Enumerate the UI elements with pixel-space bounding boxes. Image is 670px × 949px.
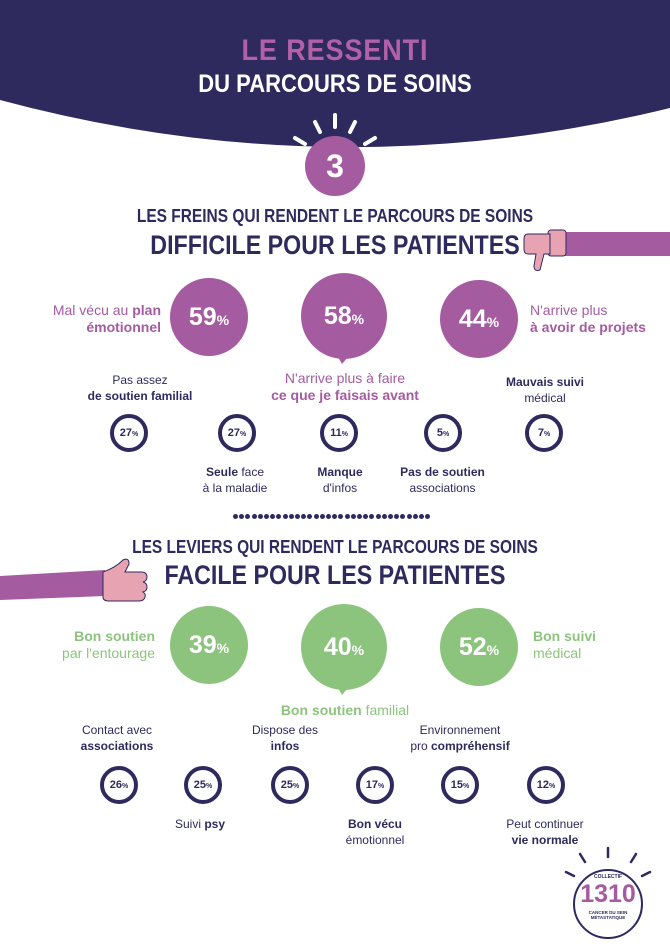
frein-circle-59: 59% <box>170 278 248 356</box>
levier-ring-12: 12% <box>527 766 565 804</box>
divider-dot <box>363 514 369 519</box>
frein-label-faire: N'arrive plus à faire ce que je faisais a… <box>271 370 419 403</box>
divider-dot <box>319 514 325 519</box>
levier-minor-label-emotionnel: Bon vécu émotionnel <box>345 817 405 847</box>
divider-dot <box>251 514 257 519</box>
divider-dot <box>419 514 424 519</box>
divider-dot <box>257 514 263 519</box>
divider-dot <box>264 514 269 519</box>
divider-dot <box>388 514 393 519</box>
divider-dot <box>406 514 412 519</box>
page-title-line2: DU PARCOURS DE SOINS <box>198 70 472 98</box>
frein-minor-label-seule: Seule face à la maladie <box>202 465 268 495</box>
frein-label-projets: N'arrive plus à avoir de projets <box>530 302 646 335</box>
speech-bubble-40 <box>301 604 387 695</box>
frein-circle-44: 44% <box>440 280 518 358</box>
freins-heading-big: DIFFICILE POUR LES PATIENTES <box>150 230 520 260</box>
frein-ring-7: 7% <box>525 414 563 452</box>
frein-minor-label-infos: Manque d'infos <box>317 465 363 495</box>
frein-minor-label-famille: Pas assez de soutien familial <box>87 373 193 403</box>
collectif-1310-logo <box>564 846 652 939</box>
divider-dot <box>270 514 276 519</box>
levier-minor-label-pro: Environnement pro compréhensif <box>410 723 510 753</box>
divider-dot <box>233 514 238 519</box>
divider-dot <box>381 514 387 519</box>
divider-dot <box>344 514 350 519</box>
levier-circle-40: 40% <box>323 633 365 661</box>
levier-ring-17: 17% <box>356 766 394 804</box>
levier-minor-label-psy: Suivi psy <box>174 817 226 831</box>
levier-minor-label-associations: Contact avec associations <box>80 723 154 753</box>
logo-number: 1310 <box>580 880 636 908</box>
divider-dot <box>326 514 331 519</box>
levier-ring-25a: 25% <box>184 766 222 804</box>
leviers-heading-big: FACILE POUR LES PATIENTES <box>164 560 506 590</box>
divider-dot <box>276 514 282 519</box>
frein-ring-27a: 27% <box>110 414 148 452</box>
divider-dot <box>394 514 400 519</box>
levier-ring-25b: 25% <box>271 766 309 804</box>
levier-circle-39: 39% <box>170 606 248 684</box>
frein-ring-5: 5% <box>424 414 462 452</box>
divider-dot <box>412 514 418 519</box>
divider-dot <box>375 514 381 519</box>
frein-minor-label-suivi: Mauvais suivi médical <box>505 375 585 405</box>
divider-dot <box>350 514 356 519</box>
divider-dot <box>313 514 319 519</box>
divider-dot <box>357 514 362 519</box>
divider-dot <box>338 514 344 519</box>
levier-circle-52: 52% <box>440 608 518 686</box>
frein-ring-27b: 27% <box>218 414 256 452</box>
freins-heading-small: LES FREINS QUI RENDENT LE PARCOURS DE SO… <box>136 206 534 226</box>
divider-dot <box>288 514 294 519</box>
frein-minor-label-associations: Pas de soutien associations <box>400 465 485 495</box>
helping-hand-icon <box>0 558 148 602</box>
logo-bottom-text: CANCER DU SEIN MÉTASTATIQUE <box>588 910 628 920</box>
divider-dot <box>282 514 288 519</box>
levier-minor-label-vie: Peut continuer vie normale <box>506 817 584 847</box>
speech-bubble-58 <box>301 273 387 364</box>
divider-dot <box>425 514 431 519</box>
frein-label-emotionnel: Mal vécu au plan émotionnel <box>52 302 161 335</box>
step-number-badge: 3 <box>305 136 365 196</box>
divider-dot <box>245 514 251 519</box>
thumbs-down-icon <box>523 229 670 271</box>
levier-label-entourage: Bon soutien par l'entourage <box>62 628 155 661</box>
divider-dot <box>332 514 338 519</box>
levier-ring-15: 15% <box>441 766 479 804</box>
levier-minor-label-infos: Dispose des infos <box>251 723 319 753</box>
divider-dot <box>400 514 406 519</box>
leviers-heading-small: LES LEVIERS QUI RENDENT LE PARCOURS DE S… <box>132 537 538 557</box>
divider-dot <box>239 514 245 519</box>
divider-dot <box>307 514 313 519</box>
page-title-line1: LE RESSENTI <box>241 34 429 67</box>
header-banner <box>0 0 670 148</box>
levier-label-familial: Bon soutien familial <box>280 702 410 718</box>
sparkle-rays-icon <box>293 113 377 146</box>
levier-ring-26: 26% <box>100 766 138 804</box>
frein-circle-58: 58% <box>323 302 365 330</box>
levier-label-suivi: Bon suivi médical <box>533 628 597 661</box>
frein-ring-11: 11% <box>320 414 358 452</box>
divider-dot <box>301 514 307 519</box>
logo-top-text: COLLECTIF <box>593 874 623 880</box>
divider-dot <box>295 514 300 519</box>
divider-dot <box>369 514 375 519</box>
